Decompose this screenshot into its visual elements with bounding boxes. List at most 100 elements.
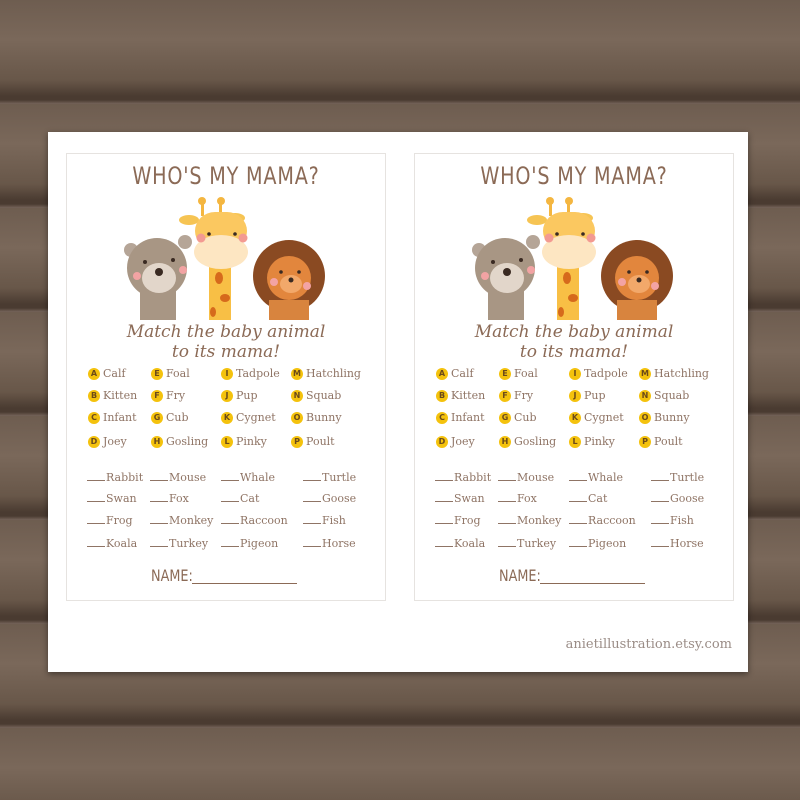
baby-animal-item: N Squab bbox=[291, 389, 341, 402]
mama-animal-name: Fish bbox=[322, 514, 346, 527]
worksheet-title: WHO'S MY MAMA? bbox=[480, 162, 668, 190]
answer-blank[interactable] bbox=[569, 523, 587, 524]
answer-blank[interactable] bbox=[303, 546, 321, 547]
answer-blank[interactable] bbox=[221, 501, 239, 502]
answer-blank[interactable] bbox=[435, 480, 453, 481]
answer-blank[interactable] bbox=[303, 523, 321, 524]
answer-blank[interactable] bbox=[498, 546, 516, 547]
answer-blank[interactable] bbox=[569, 480, 587, 481]
answer-blank[interactable] bbox=[569, 501, 587, 502]
mama-animal-item: Frog bbox=[435, 514, 481, 527]
mama-animal-name: Goose bbox=[322, 492, 357, 505]
name-field[interactable] bbox=[192, 583, 297, 584]
answer-blank[interactable] bbox=[221, 546, 239, 547]
mama-animal-name: Fish bbox=[670, 514, 694, 527]
animal-illustration bbox=[472, 197, 673, 320]
answer-blank[interactable] bbox=[87, 480, 105, 481]
baby-animal-item: G Cub bbox=[499, 411, 537, 424]
mama-animal-name: Pigeon bbox=[240, 537, 279, 550]
baby-animal-item: B Kitten bbox=[436, 389, 485, 402]
baby-animal-name: Calf bbox=[451, 367, 474, 380]
answer-blank[interactable] bbox=[435, 523, 453, 524]
baby-animal-item: D Joey bbox=[436, 435, 475, 448]
answer-blank[interactable] bbox=[435, 546, 453, 547]
baby-animal-name: Cub bbox=[166, 411, 189, 424]
baby-animal-item: M Hatchling bbox=[291, 367, 361, 380]
baby-animal-name: Poult bbox=[306, 435, 335, 448]
answer-blank[interactable] bbox=[651, 480, 669, 481]
answer-blank[interactable] bbox=[150, 523, 168, 524]
mama-animal-name: Cat bbox=[588, 492, 608, 505]
answer-blank[interactable] bbox=[150, 546, 168, 547]
answer-blank[interactable] bbox=[651, 523, 669, 524]
mama-animal-item: Turkey bbox=[498, 537, 556, 550]
baby-animal-name: Infant bbox=[103, 411, 137, 424]
baby-animal-item: A Calf bbox=[88, 367, 126, 380]
mama-animal-item: Raccoon bbox=[569, 514, 636, 527]
mama-animal-name: Fox bbox=[169, 492, 189, 505]
mama-animal-name: Turtle bbox=[670, 471, 705, 484]
mama-animal-name: Whale bbox=[588, 471, 623, 484]
baby-animal-name: Infant bbox=[451, 411, 485, 424]
instruction-line-1: Match the baby animal bbox=[126, 322, 326, 342]
mama-animal-name: Fox bbox=[517, 492, 537, 505]
baby-animal-item: J Pup bbox=[221, 389, 258, 402]
mama-animal-item: Whale bbox=[569, 471, 623, 484]
mama-animal-name: Whale bbox=[240, 471, 275, 484]
mama-animal-item: Swan bbox=[87, 492, 137, 505]
letter-badge: B bbox=[436, 389, 448, 402]
answer-blank[interactable] bbox=[87, 501, 105, 502]
mama-animal-name: Frog bbox=[454, 514, 481, 527]
baby-animal-name: Gosling bbox=[166, 435, 209, 448]
answer-blank[interactable] bbox=[569, 546, 587, 547]
answer-blank[interactable] bbox=[221, 480, 239, 481]
letter-badge: B bbox=[88, 389, 100, 402]
baby-animal-name: Poult bbox=[654, 435, 683, 448]
baby-animal-name: Pinky bbox=[584, 435, 615, 448]
answer-blank[interactable] bbox=[498, 480, 516, 481]
answer-blank[interactable] bbox=[651, 546, 669, 547]
baby-animal-name: Cygnet bbox=[584, 411, 624, 424]
answer-blank[interactable] bbox=[435, 501, 453, 502]
mama-animal-name: Rabbit bbox=[106, 471, 144, 484]
letter-badge: F bbox=[499, 389, 511, 402]
answer-blank[interactable] bbox=[150, 480, 168, 481]
mama-animal-name: Cat bbox=[240, 492, 260, 505]
mama-animal-name: Mouse bbox=[517, 471, 555, 484]
baby-animal-item: K Cygnet bbox=[569, 411, 624, 424]
answer-blank[interactable] bbox=[221, 523, 239, 524]
letter-badge: L bbox=[569, 435, 581, 448]
baby-animal-item: I Tadpole bbox=[221, 367, 280, 380]
answer-blank[interactable] bbox=[87, 546, 105, 547]
baby-animal-name: Calf bbox=[103, 367, 126, 380]
letter-badge: I bbox=[569, 367, 581, 380]
worksheet-card-left: WHO'S MY MAMA? bbox=[66, 153, 386, 601]
baby-animal-name: Bunny bbox=[306, 411, 342, 424]
answer-blank[interactable] bbox=[651, 501, 669, 502]
mama-animal-item: Fish bbox=[651, 514, 694, 527]
mama-animal-item: Pigeon bbox=[221, 537, 278, 550]
mama-animal-name: Mouse bbox=[169, 471, 207, 484]
letter-badge: M bbox=[639, 367, 651, 380]
baby-animal-item: M Hatchling bbox=[639, 367, 709, 380]
mama-animal-item: Fox bbox=[150, 492, 189, 505]
answer-blank[interactable] bbox=[303, 501, 321, 502]
mama-animal-item: Horse bbox=[303, 537, 356, 550]
answer-blank[interactable] bbox=[498, 523, 516, 524]
baby-animal-name: Squab bbox=[306, 389, 342, 402]
worksheet-card-right: WHO'S MY MAMA? bbox=[414, 153, 734, 601]
baby-animal-name: Gosling bbox=[514, 435, 557, 448]
answer-blank[interactable] bbox=[150, 501, 168, 502]
baby-animal-name: Joey bbox=[451, 435, 475, 448]
answer-blank[interactable] bbox=[303, 480, 321, 481]
mama-animal-item: Rabbit bbox=[87, 471, 143, 484]
answer-blank[interactable] bbox=[87, 523, 105, 524]
name-field[interactable] bbox=[540, 583, 645, 584]
baby-animal-item: N Squab bbox=[639, 389, 689, 402]
mama-animal-name: Koala bbox=[454, 537, 486, 550]
mama-animal-item: Goose bbox=[651, 492, 704, 505]
mama-animal-item: Turtle bbox=[303, 471, 356, 484]
shop-url: anietillustration.etsy.com bbox=[565, 637, 732, 652]
answer-blank[interactable] bbox=[498, 501, 516, 502]
instruction-line-1: Match the baby animal bbox=[474, 322, 674, 342]
